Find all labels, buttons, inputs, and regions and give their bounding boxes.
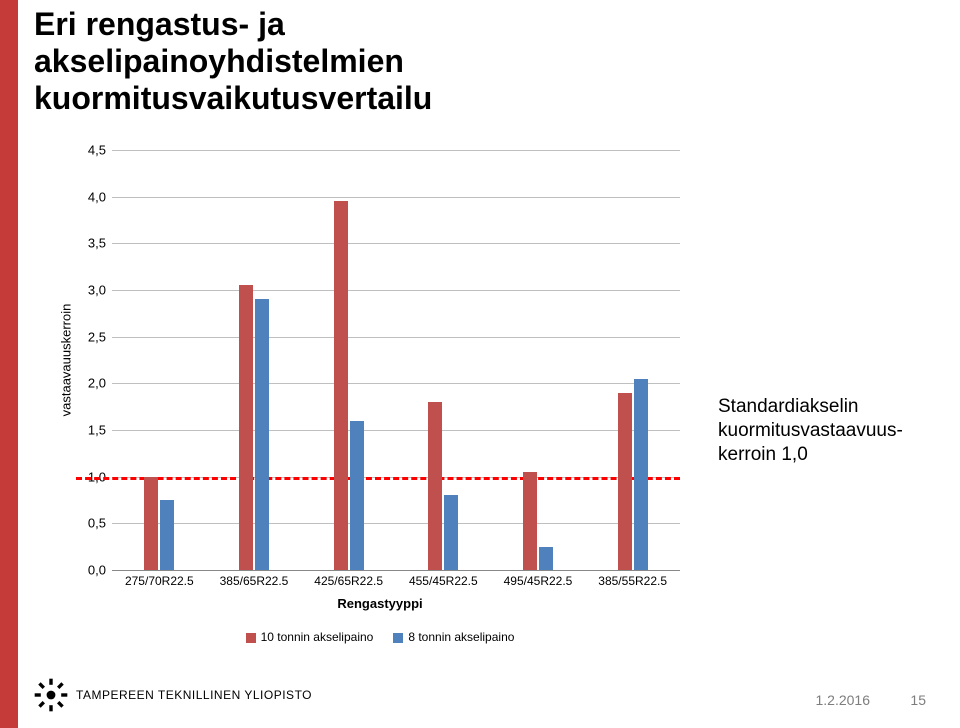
- footer-logo: TAMPEREEN TEKNILLINEN YLIOPISTO: [34, 678, 312, 712]
- bar: [618, 393, 632, 570]
- bar: [634, 379, 648, 570]
- bar: [160, 500, 174, 570]
- x-tick-label: 385/55R22.5: [598, 574, 667, 588]
- bar: [255, 299, 269, 570]
- legend-item: 10 tonnin akselipaino: [246, 630, 374, 644]
- plot-area: vastaavauuskerroin 0,00,51,01,52,02,53,0…: [112, 150, 680, 571]
- title-line-2: akselipainoyhdistelmien: [34, 43, 432, 80]
- bar: [428, 402, 442, 570]
- legend-label: 8 tonnin akselipaino: [408, 630, 514, 644]
- y-tick-label: 4,0: [88, 189, 112, 204]
- legend-item: 8 tonnin akselipaino: [393, 630, 514, 644]
- reference-line: [76, 477, 680, 480]
- bar: [144, 477, 158, 570]
- chart: vastaavauuskerroin 0,00,51,01,52,02,53,0…: [60, 150, 700, 620]
- legend: 10 tonnin akselipaino 8 tonnin akselipain…: [60, 630, 700, 644]
- x-axis-title: Rengastyyppi: [60, 596, 700, 611]
- footer-date: 1.2.2016: [816, 692, 871, 708]
- legend-label: 10 tonnin akselipaino: [261, 630, 374, 644]
- accent-bar: [0, 0, 18, 728]
- y-tick-label: 1,5: [88, 423, 112, 438]
- legend-swatch: [246, 633, 256, 643]
- bar: [539, 547, 553, 570]
- gridline: [112, 290, 680, 291]
- slide-title: Eri rengastus- ja akselipainoyhdistelmie…: [34, 6, 432, 116]
- x-tick-label: 455/45R22.5: [409, 574, 478, 588]
- y-tick-label: 0,5: [88, 516, 112, 531]
- gridline: [112, 197, 680, 198]
- bar: [444, 495, 458, 570]
- x-tick-label: 275/70R22.5: [125, 574, 194, 588]
- gridline: [112, 383, 680, 384]
- y-axis-title: vastaavauuskerroin: [59, 304, 74, 417]
- gridline: [112, 523, 680, 524]
- bar: [350, 421, 364, 570]
- bar: [239, 285, 253, 570]
- y-tick-label: 2,5: [88, 329, 112, 344]
- reference-annotation: Standardiakselin kuormitusvastaavuus-ker…: [718, 395, 948, 466]
- gridline: [112, 337, 680, 338]
- y-tick-label: 3,0: [88, 283, 112, 298]
- y-tick-label: 0,0: [88, 563, 112, 578]
- x-tick-label: 385/65R22.5: [220, 574, 289, 588]
- title-line-3: kuormitusvaikutusvertailu: [34, 80, 432, 117]
- footer-page: 15: [910, 692, 926, 708]
- gear-icon: [34, 678, 68, 712]
- footer-university: TAMPEREEN TEKNILLINEN YLIOPISTO: [76, 688, 312, 702]
- legend-swatch: [393, 633, 403, 643]
- y-tick-label: 3,5: [88, 236, 112, 251]
- x-tick-label: 495/45R22.5: [504, 574, 573, 588]
- gridline: [112, 150, 680, 151]
- x-tick-label: 425/65R22.5: [314, 574, 383, 588]
- bar: [523, 472, 537, 570]
- bar: [334, 201, 348, 570]
- y-tick-label: 2,0: [88, 376, 112, 391]
- gridline: [112, 243, 680, 244]
- gridline: [112, 430, 680, 431]
- y-tick-label: 4,5: [88, 143, 112, 158]
- title-line-1: Eri rengastus- ja: [34, 6, 432, 43]
